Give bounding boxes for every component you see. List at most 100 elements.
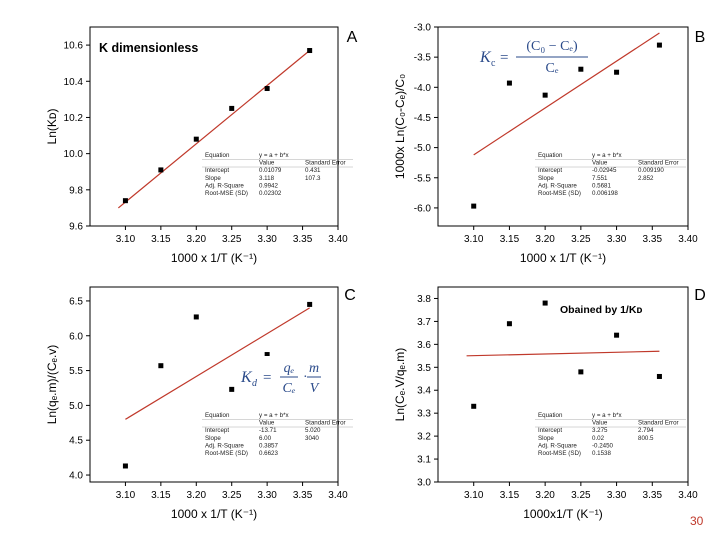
y-tick-label: 10.2 bbox=[64, 113, 84, 124]
fit-table-cell: y = a + b*x bbox=[259, 412, 289, 419]
x-tick-label: 3.35 bbox=[643, 234, 663, 245]
data-point bbox=[193, 314, 199, 320]
x-axis-label: 1000 x 1/T (K⁻¹) bbox=[520, 251, 606, 265]
equals-sign: = bbox=[500, 50, 508, 66]
panel-b: 3.10 3.15 3.20 3.25 3.30 3.35 3.40 -6.0 -5.5 -5.0… bbox=[393, 23, 705, 266]
fit-table-cell: 0.3857 bbox=[259, 442, 278, 449]
fit-table-cell: 107.3 bbox=[305, 175, 321, 182]
fit-table-cell: Equation bbox=[205, 152, 230, 159]
x-tick-label: 3.20 bbox=[187, 234, 207, 245]
equation-lhs: K bbox=[479, 49, 492, 66]
panel-label: C bbox=[344, 287, 356, 304]
fit-table-cell: 0.006198 bbox=[592, 190, 618, 197]
fit-table-cell: 3.118 bbox=[259, 175, 275, 182]
fit-table-cell: Slope bbox=[538, 435, 554, 442]
y-axis-label: 1000x Ln(C₀-Cₑ)/C₀ bbox=[393, 74, 407, 179]
data-point bbox=[506, 321, 512, 327]
x-axis-label: 1000 x 1/T (K⁻¹) bbox=[171, 251, 257, 265]
x-tick-label: 3.10 bbox=[116, 234, 136, 245]
data-point bbox=[307, 48, 313, 54]
fit-table-cell: 3.275 bbox=[592, 427, 608, 434]
equation-numerator: m bbox=[309, 361, 319, 376]
y-tick-label: 9.8 bbox=[69, 185, 83, 196]
fit-table-cell: Standard Error bbox=[638, 420, 679, 427]
x-tick-label: 3.30 bbox=[257, 234, 277, 245]
fit-table-cell: Adj. R-Square bbox=[538, 442, 577, 449]
fit-table-cell: Equation bbox=[205, 412, 230, 419]
y-tick-label: 10.0 bbox=[64, 149, 84, 160]
x-tick-label: 3.40 bbox=[678, 234, 698, 245]
x-axis-label: 1000x1/T (K⁻¹) bbox=[523, 507, 602, 521]
y-tick-label: 6.5 bbox=[69, 296, 83, 307]
fit-table-cell: y = a + b*x bbox=[592, 152, 622, 159]
panel-label: D bbox=[694, 287, 706, 304]
fit-table-cell: Root-MSE (SD) bbox=[538, 190, 581, 197]
data-point bbox=[614, 332, 620, 338]
x-tick-label: 3.15 bbox=[500, 234, 520, 245]
x-tick-label: 3.10 bbox=[464, 234, 484, 245]
chart-annotation: K dimensionless bbox=[99, 41, 198, 55]
data-point bbox=[193, 136, 199, 142]
plot-frame bbox=[437, 286, 689, 483]
fit-table-cell: Adj. R-Square bbox=[205, 182, 244, 189]
fit-table-cell: Intercept bbox=[538, 427, 562, 434]
y-tick-label: 3.3 bbox=[417, 409, 431, 420]
x-tick-label: 3.25 bbox=[222, 490, 242, 501]
y-tick-label: 5.5 bbox=[69, 366, 83, 377]
y-tick-label: 3.5 bbox=[417, 363, 431, 374]
multiply-dot: · bbox=[303, 370, 308, 385]
fit-line bbox=[473, 32, 660, 156]
data-point bbox=[264, 86, 270, 92]
y-axis-label: Ln(Kᴅ) bbox=[45, 109, 59, 145]
y-tick-label: 10.6 bbox=[64, 41, 84, 52]
equation-subscript: d bbox=[252, 378, 258, 389]
fit-table-cell: Value bbox=[259, 160, 275, 167]
fit-table-cell: 0.1538 bbox=[592, 450, 611, 457]
data-point bbox=[229, 105, 235, 111]
y-tick-label: 5.0 bbox=[69, 401, 83, 412]
data-point bbox=[578, 369, 584, 375]
y-tick-label: 3.2 bbox=[417, 432, 431, 443]
y-tick-label: 9.6 bbox=[69, 222, 83, 233]
fit-table-cell: 2.852 bbox=[638, 175, 654, 182]
fit-table-cell: Value bbox=[592, 160, 608, 167]
panel-label: B bbox=[695, 29, 706, 46]
data-point bbox=[122, 198, 128, 204]
fit-table-cell: Slope bbox=[205, 435, 221, 442]
fit-table-cell: Root-MSE (SD) bbox=[538, 450, 581, 457]
x-tick-label: 3.15 bbox=[151, 490, 171, 501]
y-axis-label: Ln(qₑ.m)/(Cₑ.v) bbox=[45, 345, 59, 425]
y-tick-label: 3.1 bbox=[417, 455, 431, 466]
fit-table-cell: Equation bbox=[538, 412, 563, 419]
x-tick-label: 3.40 bbox=[678, 490, 698, 501]
x-tick-label: 3.25 bbox=[222, 234, 242, 245]
x-tick-label: 3.30 bbox=[257, 490, 277, 501]
equation-lhs: K bbox=[240, 369, 253, 386]
x-tick-label: 3.25 bbox=[571, 234, 591, 245]
data-point bbox=[471, 203, 477, 209]
fit-table-cell: -0.2450 bbox=[592, 442, 614, 449]
equation-subscript: c bbox=[491, 58, 496, 69]
y-tick-label: 3.4 bbox=[417, 386, 431, 397]
x-tick-label: 3.20 bbox=[187, 490, 207, 501]
equation-denominator: Cₑ bbox=[546, 61, 559, 76]
panel-a: 3.10 3.15 3.20 3.25 3.30 3.35 3.40 9.6 9.8 10.0 10… bbox=[45, 26, 358, 265]
data-point bbox=[656, 42, 662, 48]
fit-table-cell: -13.71 bbox=[259, 427, 277, 434]
fit-line bbox=[117, 50, 311, 209]
data-point bbox=[614, 69, 620, 75]
x-tick-label: 3.25 bbox=[571, 490, 591, 501]
fit-table-cell: 0.5681 bbox=[592, 182, 611, 189]
panel-c: 3.10 3.15 3.20 3.25 3.30 3.35 3.40 4.0 4.5 5.0 5.5… bbox=[45, 286, 356, 521]
data-point bbox=[471, 403, 477, 409]
y-tick-label: -6.0 bbox=[414, 203, 432, 214]
fit-table-cell: 0.9942 bbox=[259, 182, 278, 189]
fit-table-cell: Adj. R-Square bbox=[538, 182, 577, 189]
fit-table-cell: Intercept bbox=[538, 167, 562, 174]
plot-frame bbox=[89, 286, 339, 483]
y-tick-label: -4.5 bbox=[414, 113, 432, 124]
